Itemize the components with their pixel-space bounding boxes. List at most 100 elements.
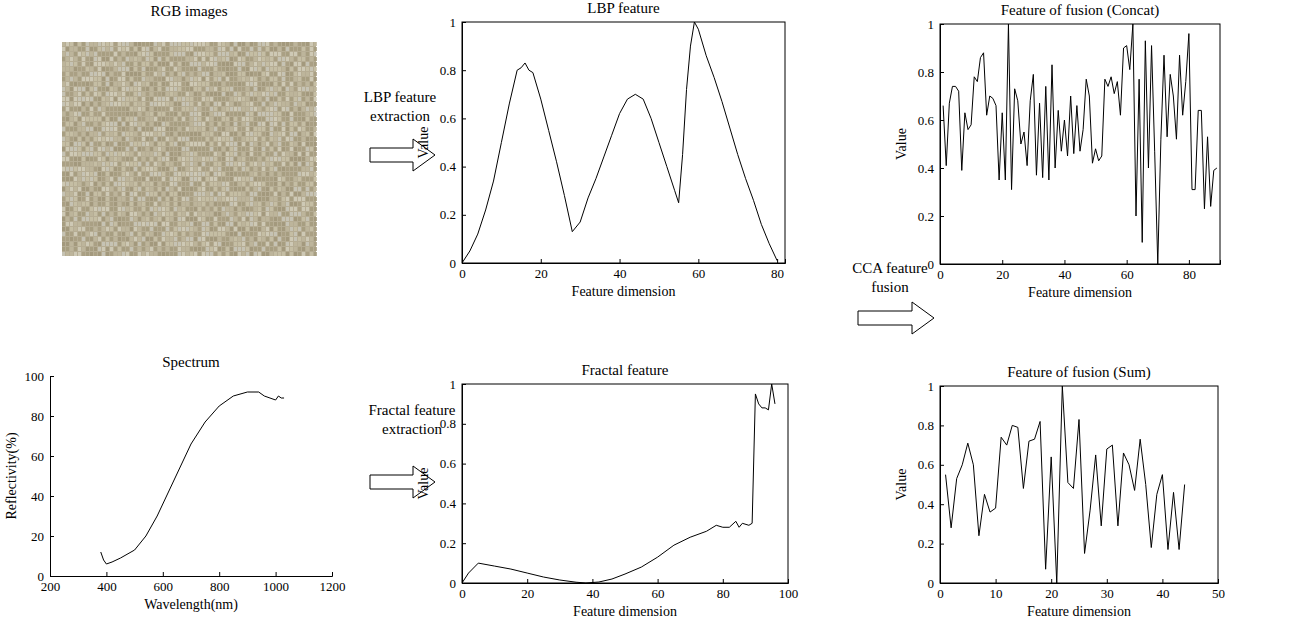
image-texture <box>190 42 193 46</box>
image-texture <box>158 172 161 176</box>
image-texture <box>102 227 105 231</box>
image-texture <box>166 42 169 46</box>
image-texture <box>74 152 77 156</box>
image-texture <box>62 187 65 191</box>
image-texture <box>134 147 137 151</box>
image-texture <box>202 217 205 221</box>
image-texture <box>246 47 249 51</box>
image-texture <box>150 92 153 96</box>
image-texture <box>162 112 165 116</box>
image-texture <box>138 112 141 116</box>
image-texture <box>222 207 225 211</box>
image-texture <box>78 147 81 151</box>
image-texture <box>170 137 173 141</box>
image-texture <box>190 202 193 206</box>
image-texture <box>218 67 221 71</box>
image-texture <box>242 217 245 221</box>
image-texture <box>134 207 137 211</box>
image-texture <box>138 62 141 66</box>
image-texture <box>190 252 193 256</box>
image-texture <box>186 62 189 66</box>
image-texture <box>130 57 133 61</box>
image-texture <box>226 47 229 51</box>
image-texture <box>134 122 137 126</box>
image-texture <box>206 102 209 106</box>
image-texture <box>114 112 117 116</box>
image-texture <box>78 82 81 86</box>
image-texture <box>106 67 109 71</box>
image-texture <box>214 127 217 131</box>
rgb-image <box>62 42 317 256</box>
image-texture <box>154 42 157 46</box>
image-texture <box>74 107 77 111</box>
image-texture <box>118 227 121 231</box>
image-texture <box>150 162 153 166</box>
image-texture <box>126 162 129 166</box>
image-texture <box>86 97 89 101</box>
image-texture <box>186 217 189 221</box>
image-texture <box>174 122 177 126</box>
image-texture <box>170 197 173 201</box>
image-texture <box>86 172 89 176</box>
image-texture <box>234 157 237 161</box>
image-texture <box>154 142 157 146</box>
image-texture <box>182 102 185 106</box>
image-texture <box>178 247 181 251</box>
image-texture <box>146 172 149 176</box>
image-texture <box>142 117 145 121</box>
image-texture <box>154 157 157 161</box>
image-texture <box>246 107 249 111</box>
image-texture <box>134 222 137 226</box>
image-texture <box>130 242 133 246</box>
image-texture <box>146 197 149 201</box>
image-texture <box>62 192 65 196</box>
image-texture <box>218 82 221 86</box>
image-texture <box>162 187 165 191</box>
image-texture <box>70 127 73 131</box>
image-texture <box>190 72 193 76</box>
image-texture <box>246 117 249 121</box>
image-texture <box>82 207 85 211</box>
image-texture <box>194 42 197 46</box>
image-texture <box>226 127 229 131</box>
image-texture <box>70 82 73 86</box>
image-texture <box>166 52 169 56</box>
image-texture <box>62 122 65 126</box>
image-texture <box>210 142 213 146</box>
image-texture <box>154 172 157 176</box>
image-texture <box>78 227 81 231</box>
image-texture <box>210 107 213 111</box>
image-texture <box>238 132 241 136</box>
image-texture <box>190 112 193 116</box>
image-texture <box>126 102 129 106</box>
image-texture <box>146 72 149 76</box>
image-texture <box>62 232 65 236</box>
image-texture <box>70 122 73 126</box>
image-texture <box>182 52 185 56</box>
image-texture <box>234 182 237 186</box>
image-texture <box>118 197 121 201</box>
image-texture <box>118 212 121 216</box>
image-texture <box>218 92 221 96</box>
image-texture <box>210 157 213 161</box>
image-texture <box>114 52 117 56</box>
image-texture <box>190 227 193 231</box>
image-texture <box>186 92 189 96</box>
image-texture <box>242 77 245 81</box>
image-texture <box>98 232 101 236</box>
image-texture <box>186 107 189 111</box>
image-texture <box>106 102 109 106</box>
image-texture <box>78 62 81 66</box>
image-texture <box>210 187 213 191</box>
image-texture <box>226 107 229 111</box>
image-texture <box>198 82 201 86</box>
image-texture <box>246 127 249 131</box>
image-texture <box>142 112 145 116</box>
image-texture <box>194 122 197 126</box>
image-texture <box>70 102 73 106</box>
image-texture <box>194 47 197 51</box>
image-texture <box>214 47 217 51</box>
image-texture <box>174 112 177 116</box>
image-texture <box>190 207 193 211</box>
image-texture <box>218 52 221 56</box>
